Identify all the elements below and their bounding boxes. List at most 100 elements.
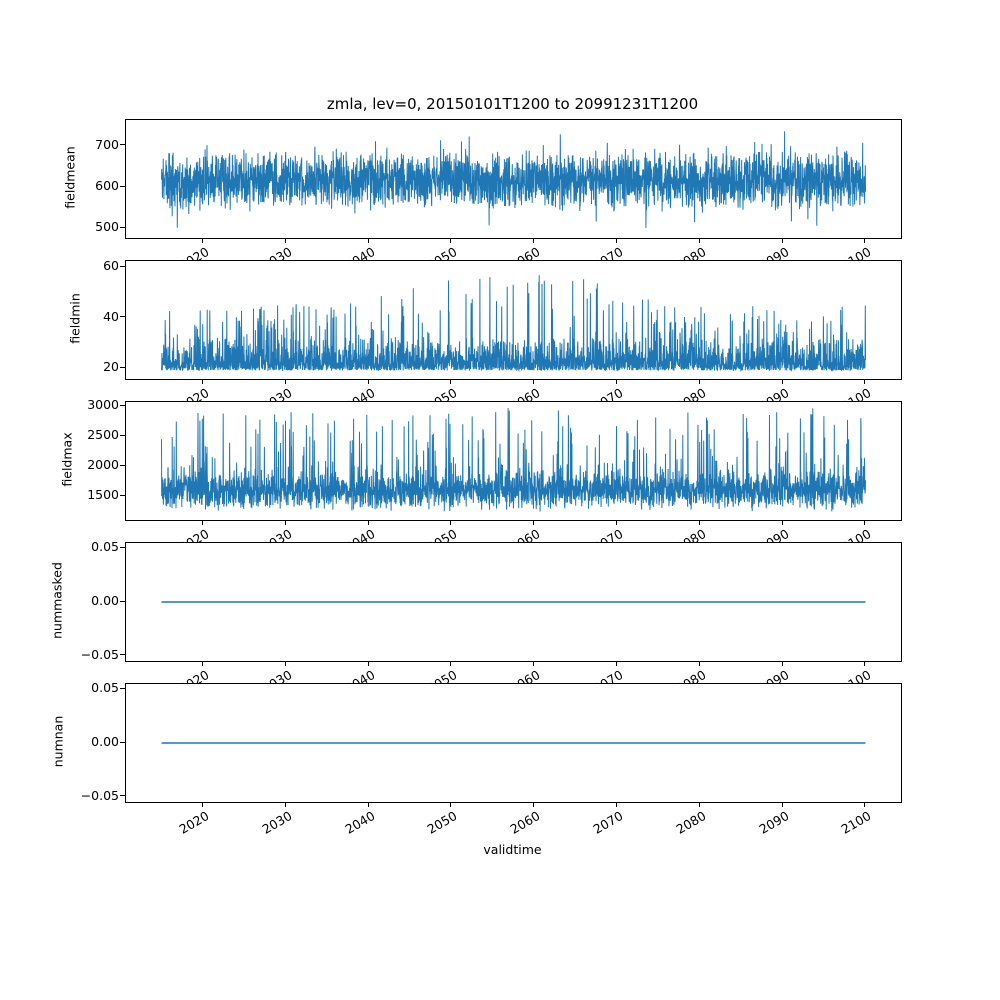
x-tick-mark bbox=[698, 662, 700, 666]
y-tick-mark bbox=[120, 185, 125, 187]
x-tick-label-clipped: 2040 bbox=[342, 385, 378, 401]
x-tick-label-clipped: 2030 bbox=[259, 667, 295, 683]
subplot-fieldmin bbox=[125, 260, 902, 380]
x-tick-label-clipped: 2030 bbox=[259, 526, 295, 542]
x-tick-mark bbox=[201, 380, 203, 384]
x-tick-label-clipped: 2090 bbox=[756, 667, 792, 683]
y-tick-label: 1500 bbox=[87, 487, 119, 502]
x-tick-label-clipped: 2070 bbox=[590, 385, 626, 401]
x-tick-mark bbox=[781, 803, 783, 807]
subplot-fieldmax bbox=[125, 401, 902, 521]
x-tick-mark bbox=[367, 521, 369, 525]
x-tick-label-clipped: 2100 bbox=[838, 385, 874, 401]
x-tick-label-clipped: 2060 bbox=[507, 244, 543, 260]
x-tick-mark bbox=[616, 239, 618, 243]
y-tick-label: 0.05 bbox=[91, 539, 119, 555]
x-tick-label: 2020 bbox=[176, 808, 212, 837]
x-tick-label-clipped: 2090 bbox=[756, 244, 792, 260]
x-tick-mark bbox=[781, 521, 783, 525]
x-tick-mark bbox=[698, 803, 700, 807]
series-line-fieldmean bbox=[161, 131, 866, 228]
x-tick-label-clipped: 2080 bbox=[673, 667, 709, 683]
y-tick-label: 2000 bbox=[87, 457, 119, 472]
y-tick-mark bbox=[120, 741, 125, 743]
x-tick-mark bbox=[698, 239, 700, 243]
x-tick-label-clipped: 2040 bbox=[342, 526, 378, 542]
y-tick-label: 0.00 bbox=[91, 734, 119, 749]
x-tick-mark bbox=[450, 380, 452, 384]
y-tick-label: −0.05 bbox=[80, 646, 119, 662]
x-tick-label: 2030 bbox=[259, 808, 295, 837]
x-tick-mark bbox=[781, 380, 783, 384]
x-tick-label-clipped: 2090 bbox=[756, 385, 792, 401]
y-tick-mark bbox=[120, 434, 125, 436]
y-tick-mark bbox=[120, 366, 125, 368]
x-tick-label: 2050 bbox=[424, 808, 460, 837]
x-tick-label: 2080 bbox=[673, 808, 709, 837]
x-tick-label-clipped: 2060 bbox=[507, 385, 543, 401]
y-tick-label: 3000 bbox=[87, 397, 119, 413]
y-tick-label: 0.00 bbox=[91, 593, 119, 608]
x-tick-mark bbox=[450, 662, 452, 666]
x-tick-label-clipped: 2070 bbox=[590, 667, 626, 683]
x-tick-label-clipped: 2040 bbox=[342, 244, 378, 260]
y-tick-mark bbox=[120, 795, 125, 797]
x-tick-label: 2070 bbox=[590, 808, 626, 837]
y-tick-label: 40 bbox=[103, 308, 119, 324]
y-tick-label: 0.05 bbox=[91, 680, 119, 696]
x-tick-mark bbox=[533, 662, 535, 666]
x-axis-label: validtime bbox=[483, 842, 542, 857]
x-tick-label: 2090 bbox=[756, 808, 792, 837]
series-line-numnan bbox=[161, 742, 866, 744]
x-tick-mark bbox=[367, 803, 369, 807]
x-tick-mark bbox=[616, 380, 618, 384]
y-tick-label: 500 bbox=[95, 219, 119, 235]
x-tick-label-clipped: 2050 bbox=[424, 667, 460, 683]
x-tick-mark bbox=[533, 380, 535, 384]
y-tick-label: 60 bbox=[103, 258, 119, 274]
x-tick-mark bbox=[864, 662, 866, 666]
x-tick-label: 2060 bbox=[507, 808, 543, 837]
x-tick-mark bbox=[698, 380, 700, 384]
x-tick-mark bbox=[367, 239, 369, 243]
x-tick-mark bbox=[864, 803, 866, 807]
x-tick-mark bbox=[201, 521, 203, 525]
x-tick-label-clipped: 2090 bbox=[756, 526, 792, 542]
x-tick-label-clipped: 2050 bbox=[424, 526, 460, 542]
chart-title: zmla, lev=0, 20150101T1200 to 20991231T1… bbox=[326, 95, 699, 113]
x-tick-label-clipped: 2060 bbox=[507, 667, 543, 683]
x-tick-mark bbox=[367, 380, 369, 384]
series-line-fieldmin bbox=[161, 275, 866, 373]
y-tick-label: 20 bbox=[103, 359, 119, 375]
x-tick-mark bbox=[864, 521, 866, 525]
x-tick-label-clipped: 2020 bbox=[176, 244, 212, 260]
x-tick-mark bbox=[284, 662, 286, 666]
y-tick-label: 600 bbox=[95, 178, 119, 194]
y-tick-mark bbox=[120, 226, 125, 228]
x-tick-label-clipped: 2080 bbox=[673, 385, 709, 401]
y-tick-mark bbox=[120, 404, 125, 406]
x-tick-label-clipped: 2100 bbox=[838, 526, 874, 542]
x-tick-mark bbox=[201, 239, 203, 243]
x-tick-label-clipped: 2020 bbox=[176, 667, 212, 683]
x-tick-label: 2100 bbox=[838, 808, 874, 837]
x-tick-label-clipped: 2070 bbox=[590, 526, 626, 542]
y-tick-mark bbox=[120, 464, 125, 466]
x-tick-mark bbox=[201, 662, 203, 666]
x-tick-label-clipped: 2020 bbox=[176, 526, 212, 542]
x-tick-label-clipped: 2080 bbox=[673, 526, 709, 542]
y-tick-label: 2500 bbox=[87, 427, 119, 442]
y-tick-mark bbox=[120, 600, 125, 602]
x-tick-label-clipped: 2060 bbox=[507, 526, 543, 542]
x-tick-label-clipped: 2030 bbox=[259, 385, 295, 401]
y-tick-mark bbox=[120, 494, 125, 496]
y-tick-mark bbox=[120, 144, 125, 146]
x-tick-label-clipped: 2100 bbox=[838, 667, 874, 683]
subplot-numnan bbox=[125, 683, 902, 803]
x-tick-mark bbox=[284, 803, 286, 807]
x-tick-mark bbox=[533, 803, 535, 807]
x-tick-mark bbox=[450, 521, 452, 525]
x-tick-mark bbox=[698, 521, 700, 525]
x-ticklabels-clipped-strip: 2020 2030 2040 2050 2060 2070 2080 2090 2100 bbox=[0, 381, 1000, 401]
